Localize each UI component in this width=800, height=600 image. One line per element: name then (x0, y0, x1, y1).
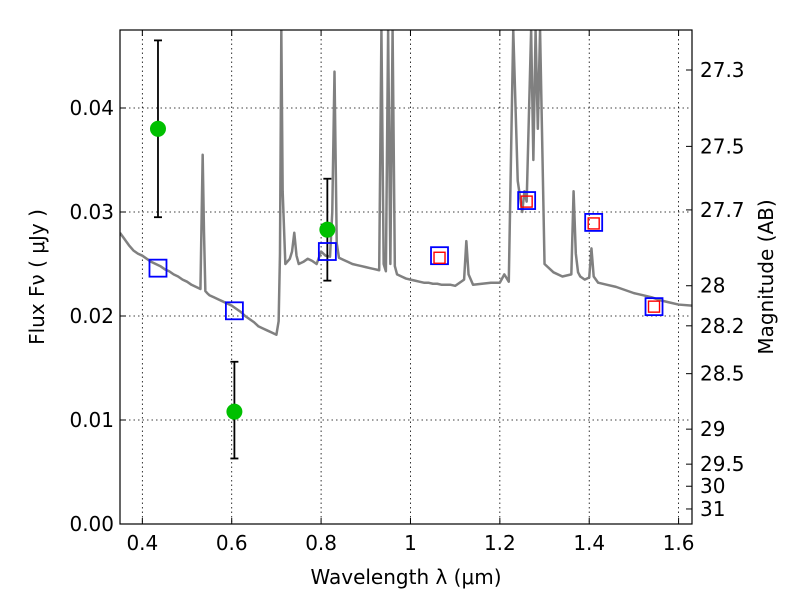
model-square-red (433, 251, 446, 264)
observed-point (149, 120, 166, 137)
y-tick-label: 0.04 (69, 96, 114, 120)
model-square-blue (584, 212, 604, 232)
model-square-blue (224, 301, 244, 321)
axis-ticks: 0.4 0.6 0.8 1 1.2 1.4 1.6 0.00 0.01 0.02 0.03 0.04 2… (69, 30, 745, 555)
y-tick-label: 0.03 (69, 200, 114, 224)
observed-point (226, 403, 243, 420)
mag-tick-label: 31 (700, 497, 725, 521)
mag-tick-label: 28.5 (700, 362, 745, 386)
model-square-red (647, 300, 661, 313)
y-tick-label: 0.00 (69, 512, 114, 536)
y-axis-label: Flux Fν ( μJy ) (25, 209, 49, 345)
x-tick-label: 0.8 (305, 531, 337, 555)
x-axis-label: Wavelength λ (μm) (310, 565, 501, 589)
mag-tick-label: 28.2 (700, 314, 745, 338)
y2-axis-label: Magnitude (AB) (754, 199, 778, 354)
model-square-blue (430, 246, 449, 266)
model-square-blue (517, 191, 537, 210)
mag-tick-label: 27.7 (700, 198, 745, 222)
plot-frame (119, 29, 693, 525)
x-tick-label: 1 (404, 531, 417, 555)
x-tick-label: 0.6 (216, 531, 248, 555)
marker-layer (148, 120, 664, 420)
model-square-blue (644, 297, 664, 317)
mag-tick-label: 30 (700, 474, 725, 498)
y-tick-label: 0.01 (69, 408, 114, 432)
grid (120, 30, 692, 524)
x-tick-label: 1.4 (573, 531, 605, 555)
mag-tick-label: 29.5 (700, 452, 745, 476)
observed-point (319, 221, 336, 238)
model-square-red (520, 195, 533, 208)
mag-tick-label: 27.3 (700, 58, 745, 82)
x-tick-label: 1.6 (663, 531, 695, 555)
model-square-blue (148, 258, 168, 278)
mag-tick-label: 27.5 (700, 134, 745, 158)
mag-tick-label: 28 (700, 274, 725, 298)
model-square-red (587, 217, 600, 230)
errorbar-layer (153, 39, 332, 460)
x-tick-label: 0.4 (126, 531, 158, 555)
spectrum-line (120, 30, 692, 336)
mag-tick-label: 29 (700, 417, 725, 441)
x-tick-label: 1.2 (484, 531, 516, 555)
model-square-blue (317, 242, 337, 261)
y-tick-label: 0.02 (69, 304, 114, 328)
spectrum-layer (120, 30, 692, 336)
